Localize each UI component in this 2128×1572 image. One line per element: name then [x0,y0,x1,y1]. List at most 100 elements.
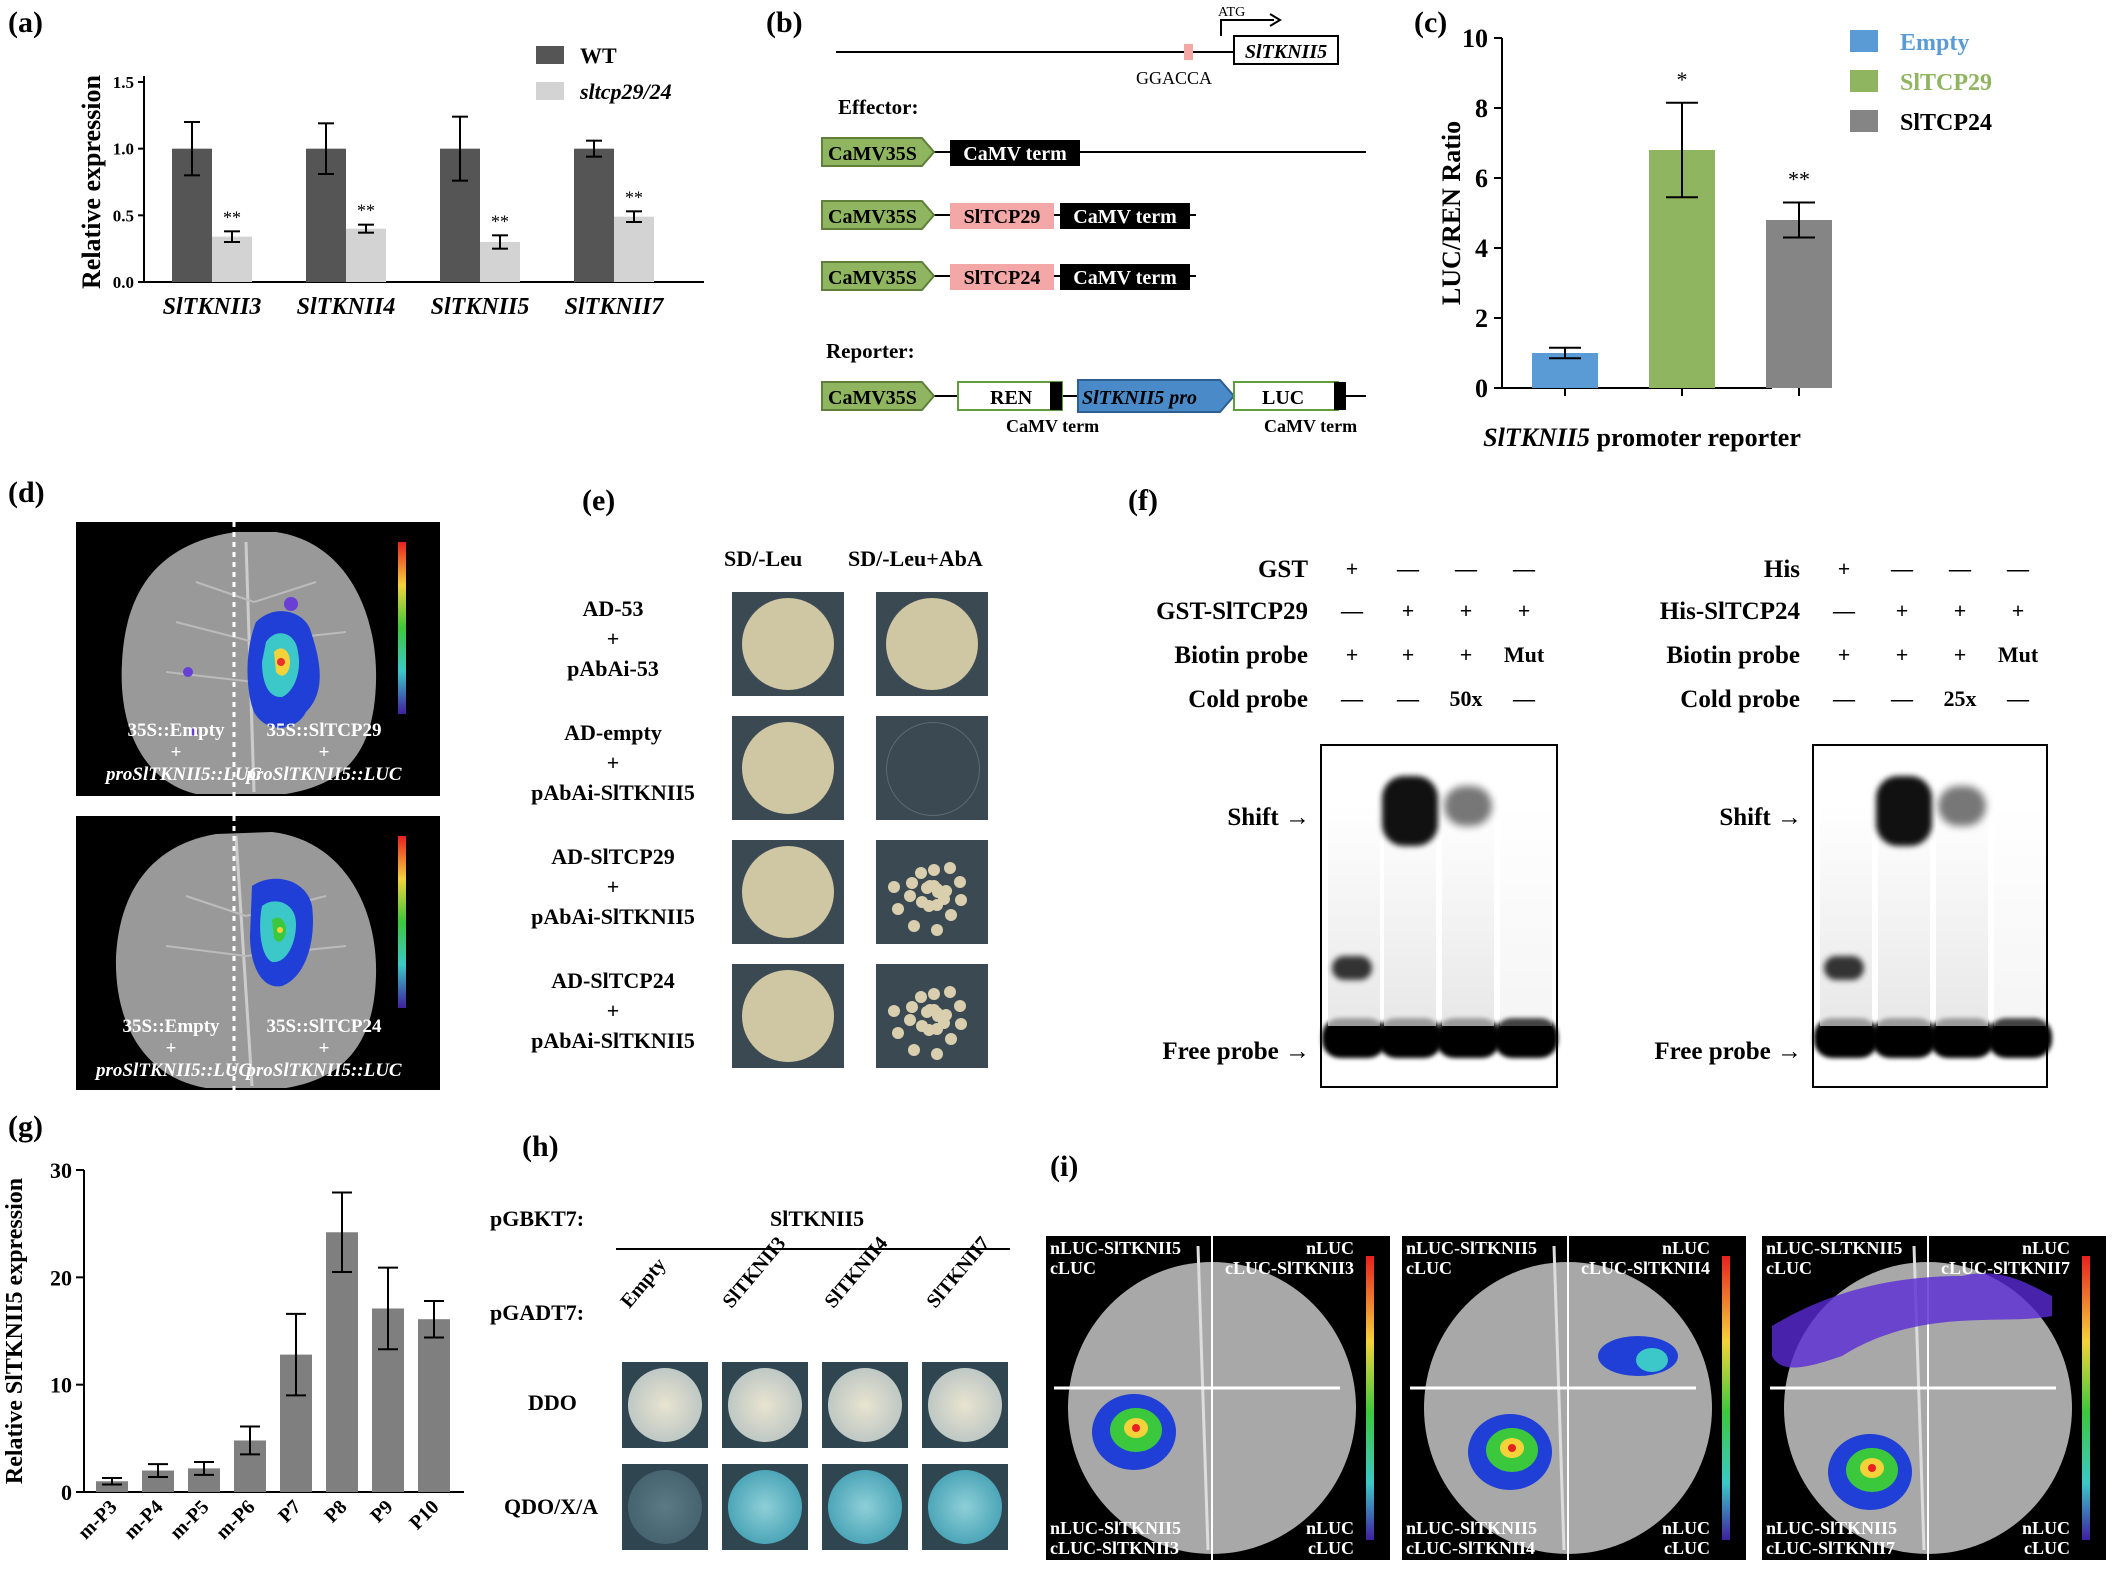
effector-row-empty: CaMV35S CaMV term [821,137,1366,167]
panel-label-i: (i) [1050,1150,1079,1183]
c-errorbar [1783,201,1815,239]
h-yeast-spot [822,1362,908,1448]
f-left-row-label: GST [1257,556,1308,583]
i-tl-label: nLUC-SLTKNII5 cLUC [1766,1238,1903,1278]
d-bottom-left-label: 35S::Empty + proSlTKNII5::LUC [96,1016,252,1081]
a-sig: ** [357,201,375,221]
ggacca-motif [1184,44,1193,60]
i-bl-label: nLUC-SlTKNII5 cLUC-SlTKNII4 [1406,1518,1538,1558]
e-row-label: AD-53 + pAbAi-53 [567,596,659,681]
d-top-right-label: 35S::SlTCP29 + proSlTKNII5::LUC [246,720,402,785]
f-right-row-label: Biotin probe [1666,642,1800,669]
f-right-cell: — [1833,598,1855,623]
c-legend-swatch [1850,110,1878,132]
i-tr-label: nLUC cLUC-SlTKNII7 [1940,1238,2070,1278]
svg-text:CaMV35S: CaMV35S [828,387,917,409]
f-left-cell: + [1345,642,1359,667]
a-bar [212,236,252,282]
f-right-cell: + [1837,642,1851,667]
h-yeast-spot [722,1464,808,1550]
i-tr-label: nLUC cLUC-SlTKNII3 [1224,1238,1354,1278]
c-ylabel: LUC/REN Ratio [1440,121,1466,305]
a-legend-label: sltcp29/24 [579,79,672,104]
h-col-label: SlTKNII7 [922,1232,995,1313]
f-right-row-label: Cold probe [1680,686,1800,713]
g-bar [326,1232,358,1492]
svg-text:CaMV35S: CaMV35S [828,206,917,228]
a-ytick: 1.0 [113,140,134,159]
f-left-cell: — [1397,686,1419,711]
c-bar [1766,220,1832,388]
panel-label-b: (b) [766,6,803,39]
i-br-label: nLUC cLUC [1305,1518,1354,1558]
f-left-cell: + [1459,642,1473,667]
f-right-cell: 25x [1943,686,1977,711]
effector-title: Effector: [838,95,918,119]
c-legend-swatch [1850,70,1878,92]
a-legend-swatch [536,82,564,100]
c-ytick: 0 [1475,374,1488,403]
g-xtick: P9 [366,1496,397,1527]
c-errorbar [1549,346,1581,360]
f-right-cell: — [1891,686,1913,711]
f-left-cell: — [1341,686,1363,711]
f-left-cell: + [1345,556,1359,581]
svg-text:SlTKNII5 pro: SlTKNII5 pro [1082,387,1197,409]
a-bar [346,228,386,282]
i-bl-label: nLUC-SlTKNII5 cLUC-SlTKNII7 [1766,1518,1898,1558]
e-row-label: AD-SlTCP29 + pAbAi-SlTKNII5 [531,844,695,929]
g-ytick: 20 [50,1265,72,1290]
f-right-cell: + [1837,556,1851,581]
g-xtick: P8 [320,1496,351,1527]
gene-label: SlTKNII5 [1245,41,1327,63]
a-ytick: 0.5 [113,206,134,225]
h-yeast-spot [722,1362,808,1448]
c-sig: * [1677,67,1688,92]
panel-label-e: (e) [582,484,616,517]
a-xtick: SlTKNII3 [163,294,262,320]
i-bl-label: nLUC-SlTKNII5 cLUC-SlTKNII3 [1050,1518,1182,1558]
e-yeast-sd-leu [732,716,844,820]
construct-diagram-b: GGACCA ATG SlTKNII5 Effector: CaMV35S Ca… [821,5,1366,436]
a-legend-label: WT [580,43,617,68]
f-left-cell: — [1513,556,1535,581]
a-sig: ** [223,207,241,227]
g-ytick: 30 [50,1158,72,1183]
c-sig: ** [1788,167,1810,192]
g-errorbar [240,1425,260,1456]
c-ytick: 8 [1475,94,1488,123]
a-xtick: SlTKNII7 [565,294,665,320]
a-sig: ** [491,211,509,231]
e-yeast-sd-leu [732,592,844,696]
d-bottom-right-label: 35S::SlTCP24 + proSlTKNII5::LUC [246,1016,402,1081]
h-yeast-spot [822,1464,908,1550]
a-errorbar [318,122,334,175]
svg-text:CaMV term: CaMV term [963,143,1067,165]
g-errorbar [148,1463,168,1478]
e-yeast-sd-leu-aba [876,840,988,944]
h-yeast-spot [922,1464,1008,1550]
g-ylabel: Relative SlTKNII5 expression [2,1178,28,1484]
g-bar [418,1319,450,1492]
panel-label-f: (f) [1128,484,1158,517]
term-label-2: CaMV term [1264,416,1357,436]
a-bar [574,148,614,282]
g-xtick: m-P3 [74,1496,122,1544]
a-sig: ** [625,187,643,207]
g-bar [96,1481,128,1492]
panel-label-d: (d) [8,476,45,509]
f-right-row-label: His-SlTCP24 [1659,598,1800,625]
h-yeast-spot [622,1464,708,1550]
c-ytick: 10 [1462,24,1488,53]
g-errorbar [378,1266,398,1351]
a-legend-swatch [536,46,564,64]
svg-text:CaMV35S: CaMV35S [828,267,917,289]
f-left-cell: + [1401,598,1415,623]
f-right-cell: Mut [1997,642,2039,667]
a-bar [614,216,654,282]
a-errorbar [224,230,240,243]
g-errorbar [424,1299,444,1339]
h-col-label: Empty [616,1253,671,1313]
h-row-label: QDO/X/A [504,1494,599,1519]
g-errorbar [286,1312,306,1397]
